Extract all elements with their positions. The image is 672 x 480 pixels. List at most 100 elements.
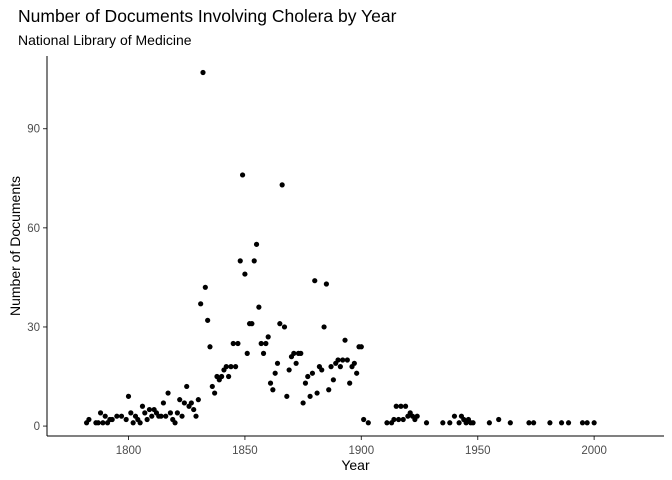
data-point xyxy=(158,413,164,419)
data-point xyxy=(177,397,183,403)
data-point xyxy=(212,390,218,396)
data-point xyxy=(242,271,248,277)
data-point xyxy=(256,304,262,310)
data-point xyxy=(253,241,260,247)
data-point xyxy=(179,413,185,419)
data-point xyxy=(284,393,290,399)
data-point xyxy=(384,420,390,426)
data-point xyxy=(326,387,332,393)
x-tick-label: 2000 xyxy=(581,445,607,457)
y-axis-title: Number of Documents xyxy=(7,176,23,316)
data-point xyxy=(291,350,297,356)
data-point xyxy=(123,416,129,423)
data-point xyxy=(181,400,187,406)
x-tick-label: 1800 xyxy=(116,445,142,457)
x-axis-title: Year xyxy=(341,457,370,473)
data-point xyxy=(337,364,343,370)
data-point xyxy=(591,420,597,426)
data-point xyxy=(584,420,590,426)
data-point xyxy=(149,413,155,419)
y-tick-label: 0 xyxy=(34,421,40,433)
data-point xyxy=(314,390,320,396)
data-point xyxy=(344,357,350,363)
data-point xyxy=(323,281,329,287)
data-point xyxy=(172,420,178,426)
data-point xyxy=(219,373,225,380)
data-point xyxy=(319,367,325,373)
data-point xyxy=(342,337,348,343)
data-point xyxy=(298,350,304,356)
data-point xyxy=(496,416,502,423)
data-point xyxy=(267,380,274,386)
data-point xyxy=(531,420,537,426)
data-point xyxy=(188,400,194,406)
data-point xyxy=(207,344,213,350)
data-point xyxy=(414,413,420,419)
x-tick-label: 1950 xyxy=(465,445,491,457)
data-point xyxy=(486,420,492,426)
data-point xyxy=(274,360,281,366)
data-point xyxy=(160,400,167,406)
data-point xyxy=(270,387,276,393)
data-point xyxy=(260,350,267,356)
data-point xyxy=(354,370,360,376)
data-point xyxy=(139,403,146,409)
data-point xyxy=(263,340,269,347)
data-point xyxy=(239,172,246,178)
data-point xyxy=(547,420,553,426)
y-tick-label: 90 xyxy=(27,124,40,136)
y-axis-ticks: 0 30 60 90 xyxy=(27,124,47,433)
data-point xyxy=(391,416,397,423)
data-point xyxy=(335,357,341,363)
data-point xyxy=(174,410,180,416)
data-point xyxy=(205,317,211,323)
data-point xyxy=(565,420,572,426)
data-point xyxy=(281,324,288,330)
data-point xyxy=(226,373,232,380)
data-point xyxy=(358,344,364,350)
data-point xyxy=(347,380,353,386)
data-point xyxy=(312,278,318,284)
data-point xyxy=(209,383,215,390)
data-point xyxy=(351,360,357,366)
data-point xyxy=(232,364,239,370)
data-point xyxy=(321,324,327,330)
data-point xyxy=(251,258,257,264)
data-point xyxy=(130,420,136,426)
data-point xyxy=(272,370,278,376)
data-points xyxy=(83,69,597,426)
data-point xyxy=(244,350,250,356)
data-point xyxy=(309,370,316,376)
data-point xyxy=(402,403,409,409)
data-point xyxy=(195,397,201,403)
data-point xyxy=(470,420,476,426)
data-point xyxy=(202,284,208,290)
data-point xyxy=(191,406,197,413)
data-point xyxy=(118,413,125,419)
data-point xyxy=(328,364,334,370)
data-point xyxy=(400,416,406,423)
chart-subtitle: National Library of Medicine xyxy=(18,32,192,48)
data-point xyxy=(142,410,148,416)
data-point xyxy=(286,367,292,373)
data-point xyxy=(526,420,532,426)
data-point xyxy=(507,420,513,426)
data-point xyxy=(307,393,313,399)
data-point xyxy=(393,403,399,409)
data-point xyxy=(340,357,346,363)
data-point xyxy=(86,416,92,423)
x-tick-label: 1900 xyxy=(349,445,375,457)
data-point xyxy=(102,413,108,419)
data-point xyxy=(97,410,104,416)
data-point xyxy=(300,400,306,406)
data-point xyxy=(100,420,106,426)
data-point xyxy=(258,340,264,347)
data-point xyxy=(198,301,204,307)
data-point xyxy=(265,334,271,340)
data-point xyxy=(279,182,285,188)
data-point xyxy=(137,420,143,426)
data-point xyxy=(163,413,169,419)
data-point xyxy=(365,420,371,426)
data-point xyxy=(109,416,115,423)
